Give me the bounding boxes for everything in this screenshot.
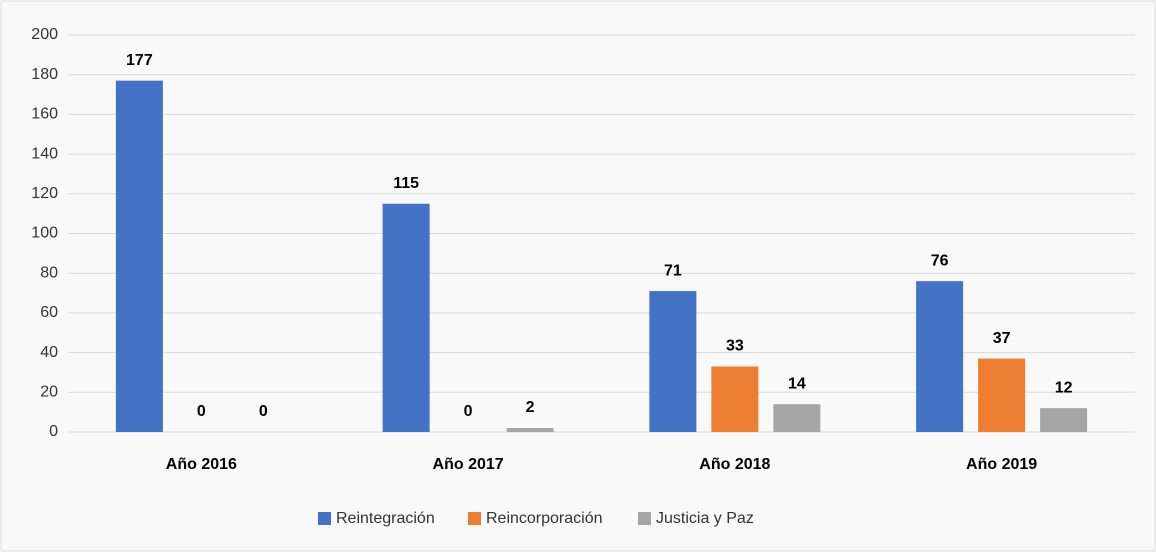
bar xyxy=(649,291,697,432)
data-label: 177 xyxy=(126,52,153,69)
data-label: 33 xyxy=(726,338,744,355)
legend-swatch xyxy=(638,512,651,525)
legend-swatch xyxy=(468,512,481,525)
y-tick-label: 80 xyxy=(40,264,58,281)
x-tick-label: Año 2019 xyxy=(966,456,1037,473)
x-tick-label: Año 2016 xyxy=(166,456,237,473)
y-tick-label: 60 xyxy=(40,304,58,321)
x-tick-label: Año 2018 xyxy=(699,456,770,473)
data-label: 14 xyxy=(788,375,806,392)
bar xyxy=(1040,408,1088,432)
y-tick-label: 140 xyxy=(31,145,58,162)
y-tick-label: 100 xyxy=(31,225,58,242)
legend-swatch xyxy=(318,512,331,525)
y-tick-label: 180 xyxy=(31,66,58,83)
data-label: 0 xyxy=(259,403,268,420)
legend-label: Justicia y Paz xyxy=(656,510,754,527)
y-tick-label: 200 xyxy=(31,26,58,43)
y-tick-label: 20 xyxy=(40,384,58,401)
bar xyxy=(506,428,554,432)
data-label: 2 xyxy=(526,399,535,416)
bar xyxy=(773,404,821,432)
bar xyxy=(916,281,964,432)
bar xyxy=(382,203,430,432)
y-tick-label: 0 xyxy=(49,423,58,440)
y-tick-label: 160 xyxy=(31,106,58,123)
legend-label: Reincorporación xyxy=(486,510,603,527)
data-label: 12 xyxy=(1055,379,1073,396)
legend-label: Reintegración xyxy=(336,510,435,527)
data-label: 0 xyxy=(197,403,206,420)
data-label: 71 xyxy=(664,262,682,279)
y-tick-label: 40 xyxy=(40,344,58,361)
data-label: 115 xyxy=(393,175,419,192)
data-label: 76 xyxy=(931,252,949,269)
bar xyxy=(115,80,163,432)
bar xyxy=(711,366,759,432)
data-label: 0 xyxy=(464,403,473,420)
x-tick-label: Año 2017 xyxy=(433,456,504,473)
data-label: 37 xyxy=(993,330,1011,347)
y-tick-label: 120 xyxy=(31,185,58,202)
bar xyxy=(978,358,1026,432)
